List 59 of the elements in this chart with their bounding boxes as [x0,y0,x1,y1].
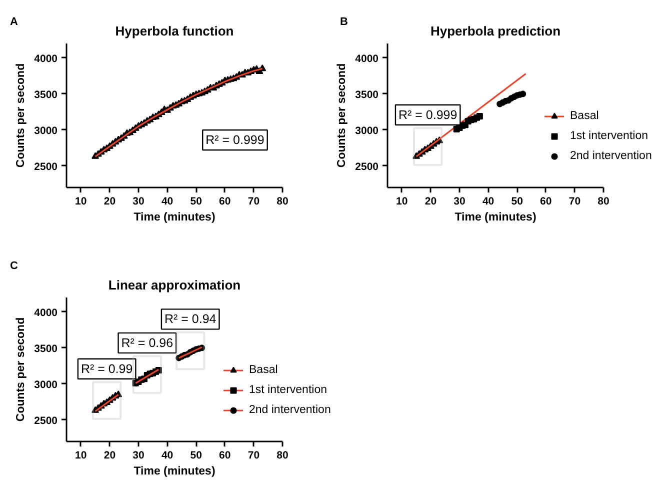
x-axis-title: Time (minutes) [134,212,216,224]
x-tick-label: 50 [190,450,202,462]
y-tick-label: 4000 [355,52,379,65]
x-tick-label: 40 [482,196,494,208]
annotation: R² = 0.999 [398,108,458,122]
x-tick-label: 50 [190,196,202,208]
text: A [10,16,18,28]
x-axis-title: Time (minutes) [134,466,216,478]
y-axis-title: Counts per second [336,63,348,168]
text: B [340,16,348,28]
y-tick-label: 4000 [34,52,58,65]
x-tick-label: 70 [568,196,581,208]
y-tick-label: 3000 [355,124,379,137]
x-tick-label: 30 [454,196,466,208]
y-tick-label: 4000 [34,306,58,319]
y-tick-label: 3000 [34,124,58,137]
x-axis-title: Time (minutes) [454,212,536,224]
legend-label: 1st intervention [570,129,648,143]
x-tick-label: 80 [598,196,610,208]
y-axis-title: Counts per second [15,317,28,422]
x-tick-label: 60 [219,450,231,462]
y-axis-title: Counts per second [15,63,28,168]
annotation: R² = 0.94 [164,312,216,326]
x-tick-label: 30 [132,450,144,462]
x-tick-label: 10 [396,196,408,208]
legend-label: 2nd intervention [570,149,652,163]
x-tick-label: 10 [75,196,87,208]
y-tick-label: 3000 [34,378,58,391]
x-tick-label: 70 [248,196,260,208]
x-tick-label: 70 [248,450,260,462]
chart-title: Hyperbola prediction [430,24,561,38]
legend-label: Basal [570,109,599,123]
x-tick-label: 40 [161,450,174,462]
x-tick-label: 80 [276,450,288,462]
x-tick-label: 20 [104,450,116,462]
x-tick-label: 50 [511,196,524,208]
y-tick-label: 2500 [34,414,58,427]
x-tick-label: 20 [104,196,116,208]
x-tick-label: 60 [540,196,552,208]
y-tick-label: 2500 [355,160,379,173]
annotation: R² = 0.999 [206,132,264,147]
y-tick-label: 2500 [34,160,58,173]
y-tick-label: 3500 [34,342,58,355]
annotation: R² = 0.96 [121,336,174,350]
chart-title: Hyperbola function [115,24,234,38]
annotation: R² = 0.99 [80,362,133,376]
y-tick-label: 3500 [34,88,58,101]
text: C [10,260,18,272]
x-tick-label: 20 [424,196,437,208]
x-tick-label: 10 [75,450,87,462]
legend-label: Basal [249,363,278,377]
x-tick-label: 40 [161,196,174,208]
legend-label: 2nd intervention [249,403,331,417]
x-tick-label: 80 [276,196,288,208]
chart-title: Linear approximation [108,278,241,292]
x-tick-label: 60 [219,196,231,208]
x-tick-label: 30 [132,196,144,208]
y-tick-label: 3500 [355,88,379,101]
legend-label: 1st intervention [249,383,327,397]
